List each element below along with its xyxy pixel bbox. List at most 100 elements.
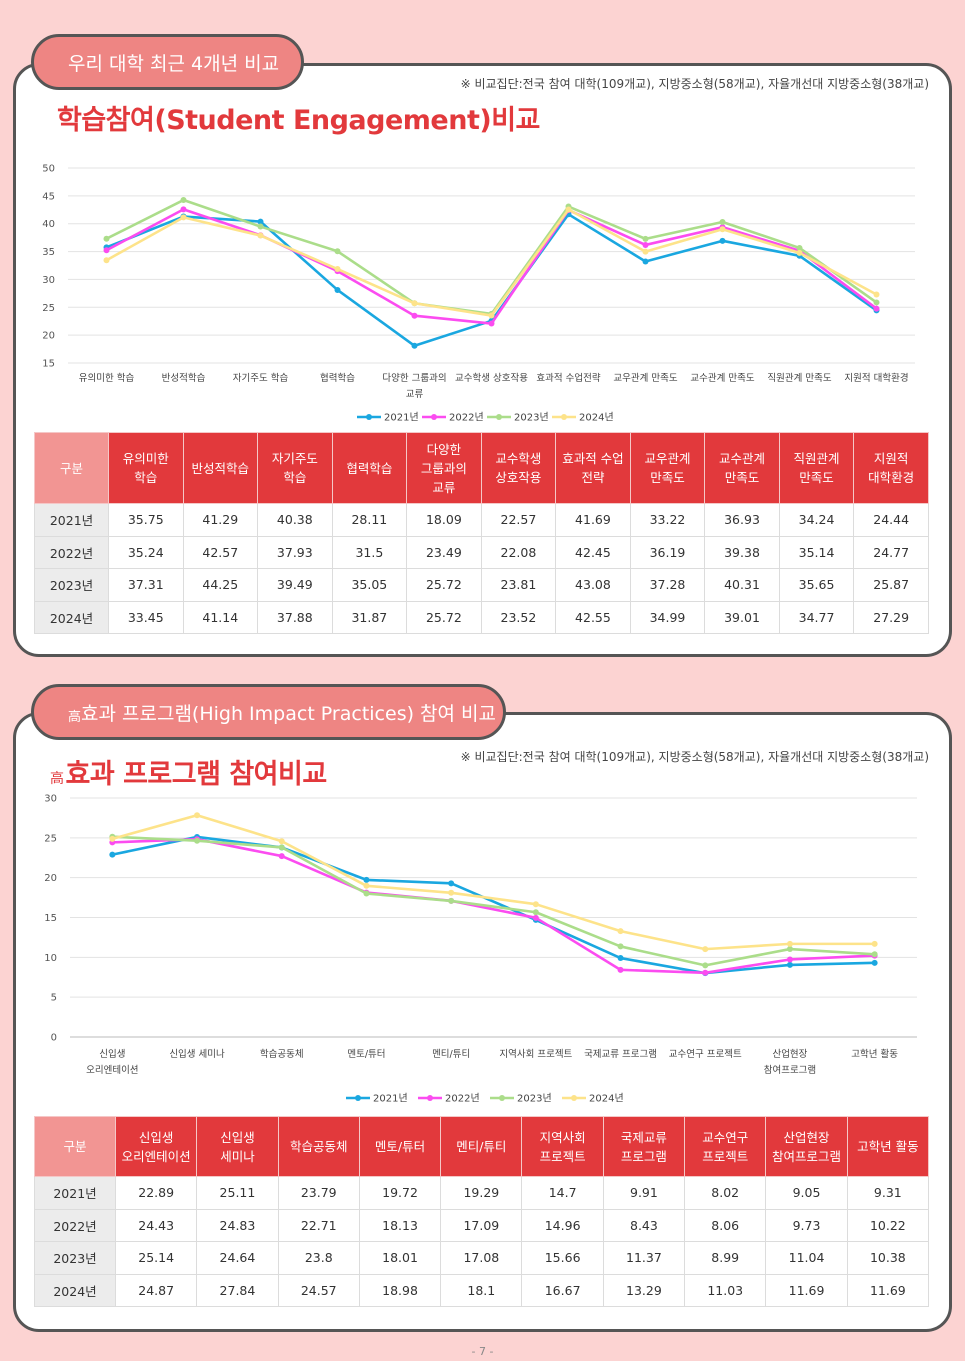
x-category-label: 효과적 수업전략 [536,372,600,384]
legend-marker [427,1095,433,1101]
table-cell: 42.55 [555,600,631,634]
table-cell: 18.98 [358,1273,442,1307]
data-point-2022년 [617,966,624,973]
x-category-label: 직원관계 만족도 [767,372,831,384]
table-cell: 23.49 [406,535,482,569]
data-point-2021년 [109,851,116,858]
y-tick-label: 50 [42,164,55,175]
data-point-2023년 [363,890,370,897]
legend-marker [366,414,372,420]
section2-title-prefix: 高 [50,771,64,787]
data-point-2023년 [702,962,709,969]
table-cell: 11.03 [684,1273,767,1307]
header-cell: 산업현장 참여프로그램 [765,1116,848,1177]
table-row: 2023년 25.14 24.64 23.8 18.01 17.08 15.66 11.37 8… [34,1241,930,1275]
legend-marker [496,414,502,420]
legend-label: 2024년 [579,412,614,424]
data-point-2024년 [565,206,572,213]
y-tick-label: 0 [51,1033,57,1044]
table-cell: 27.29 [853,600,929,634]
header-cell: 고학년 활동 [846,1116,930,1177]
table-cell: 24.57 [277,1273,360,1307]
data-point-2022년 [488,320,495,327]
header-cell: 교수연구 프로젝트 [684,1116,767,1177]
table-cell: 11.69 [846,1273,930,1307]
legend-label: 2023년 [514,412,549,424]
table-row: 2022년 24.43 24.83 22.71 18.13 17.09 14.96 8.43 8… [34,1208,930,1242]
data-point-2024년 [532,901,539,908]
header-cell: 멘티/튜티 [440,1116,523,1177]
table-cell: 18.01 [358,1241,442,1275]
table-cell: 34.24 [778,503,855,537]
data-point-2023년 [180,197,187,204]
data-point-2021년 [642,258,649,265]
header-cell: 교수학생 상호작용 [480,432,557,504]
x-category-label: 다양한 그룹과의 [382,373,446,384]
series-line-2024년 [112,813,875,951]
data-point-2024년 [871,940,878,947]
table-row: 2024년 33.45 41.14 37.88 31.87 25.72 23.52 42.55… [34,600,929,634]
y-tick-label: 5 [51,993,57,1004]
row-year-label: 2024년 [34,600,109,634]
x-category-label: 자기주도 학습 [233,373,289,384]
data-point-2024년 [194,812,201,819]
section2-comparison-note: ※ 비교집단:전국 참여 대학(109개교), 지방중소형(58개교), 자율개… [460,750,929,764]
y-tick-label: 45 [42,191,55,202]
table-cell: 27.84 [196,1273,279,1307]
table-cell: 39.01 [704,600,780,634]
data-point-2021년 [786,961,793,968]
data-point-2024년 [617,928,624,935]
x-category-label: 교우관계 만족도 [613,372,677,384]
table-cell: 31.87 [331,600,408,634]
data-point-2024년 [363,882,370,889]
row-year-label: 2022년 [34,1208,116,1242]
data-point-2024년 [257,232,264,239]
legend-marker [571,1095,577,1101]
table-row: 2021년 35.75 41.29 40.38 28.11 18.09 22.57 41.69… [34,503,929,537]
data-point-2024년 [278,838,285,845]
y-tick-label: 25 [44,833,57,844]
table-cell: 33.45 [108,600,184,634]
legend-marker [355,1095,361,1101]
table-cell: 8.06 [684,1208,767,1242]
data-point-2021년 [363,876,370,883]
data-point-2021년 [448,880,455,887]
row-year-label: 2022년 [34,535,109,569]
x-category-label: 신입생 [99,1048,125,1060]
header-cell: 효과적 수업 전략 [555,432,631,504]
data-point-2023년 [617,943,624,950]
table-cell: 41.69 [555,503,631,537]
table-cell: 11.69 [765,1273,848,1307]
hip-table-header: 구분 신입생 오리엔테이션 신입생 세미나 학습공동체 멘토/튜터 멘티/튜티 지역사회 프… [34,1116,930,1177]
section2-pill-label: 효과 프로그램(High Impact Practices) 참여 비교 [81,702,497,725]
header-cell-label: 구분 [34,432,109,504]
data-point-2023년 [334,248,341,255]
table-cell: 8.99 [684,1241,767,1275]
table-cell: 25.72 [406,600,482,634]
x-category-label: 교류 [406,389,424,400]
table-cell: 31.5 [331,535,408,569]
x-category-label: 반성적학습 [162,372,206,384]
engagement-table: 구분 유의미한 학습 반성적학습 자기주도 학습 협력학습 다양한 그룹과의 교류 교수학생… [34,432,929,634]
data-point-2021년 [719,237,726,244]
table-cell: 22.71 [277,1208,360,1242]
table-cell: 41.29 [182,503,259,537]
x-category-label: 참여프로그램 [764,1064,816,1076]
table-cell: 25.87 [853,568,929,602]
table-cell: 39.49 [257,568,333,602]
section1-comparison-note: ※ 비교집단:전국 참여 대학(109개교), 지방중소형(58개교), 자율개… [460,77,929,91]
table-row: 2024년 24.87 27.84 24.57 18.98 18.1 16.67 13.29 1… [34,1273,930,1307]
data-point-2024년 [642,248,649,255]
data-point-2024년 [448,889,455,896]
x-category-label: 교수연구 프로젝트 [669,1049,742,1060]
table-cell: 23.79 [277,1176,360,1210]
table-cell: 11.37 [602,1241,686,1275]
table-cell: 14.7 [521,1176,604,1210]
series-line-2023년 [112,835,875,967]
data-point-2021년 [257,218,264,225]
table-cell: 25.72 [406,568,482,602]
x-category-label: 오리엔테이션 [86,1065,138,1076]
table-cell: 9.05 [765,1176,848,1210]
header-cell: 신입생 세미나 [196,1116,279,1177]
table-cell: 14.96 [521,1208,604,1242]
